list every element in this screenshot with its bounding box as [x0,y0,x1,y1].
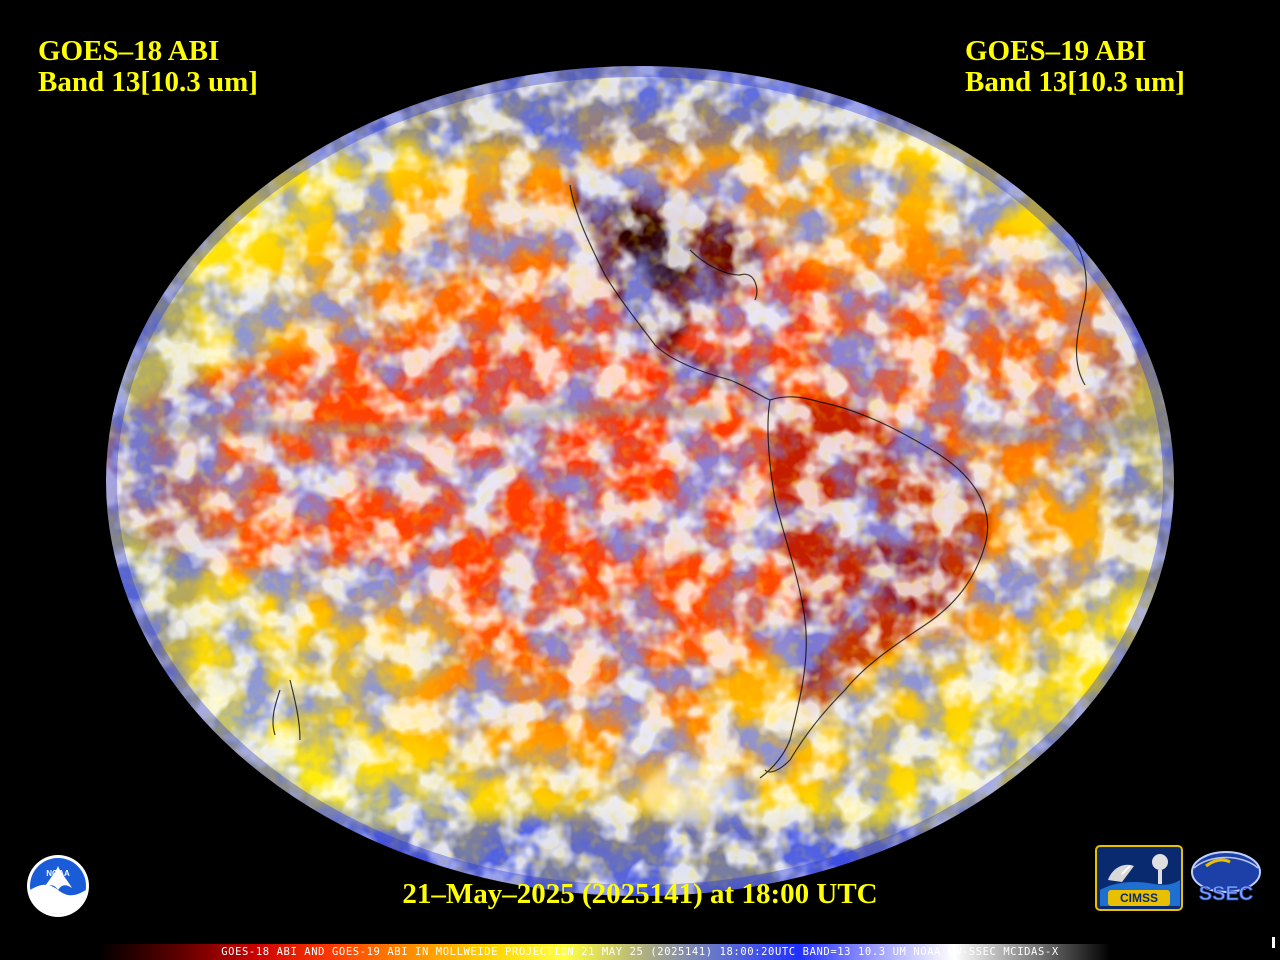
left-satellite-name: GOES–18 ABI [38,35,220,67]
right-satellite-name: GOES–19 ABI [965,35,1147,67]
right-satellite-label: GOES–19 ABI Band 13[10.3 um] [965,36,1185,98]
noaa-logo-text: NOAA [46,869,70,878]
footer-caption: GOES-18 ABI AND GOES-19 ABI IN MOLLWEIDE… [221,946,1059,958]
left-band-name: Band 13[10.3 um] [38,66,258,98]
cimss-logo-text: CIMSS [1120,891,1158,905]
image-timestamp: 21–May–2025 (2025141) at 18:00 UTC [402,878,878,910]
corner-marker [1272,937,1275,948]
ssec-logo-text: SSEC [1199,883,1253,905]
temperature-colorbar [98,944,1110,960]
noaa-logo-icon: NOAA [27,855,89,917]
right-band-name: Band 13[10.3 um] [965,66,1185,98]
left-satellite-label: GOES–18 ABI Band 13[10.3 um] [38,36,258,98]
cimss-logo-icon: CIMSS [1095,845,1183,911]
ssec-logo-icon: SSEC [1191,851,1261,905]
